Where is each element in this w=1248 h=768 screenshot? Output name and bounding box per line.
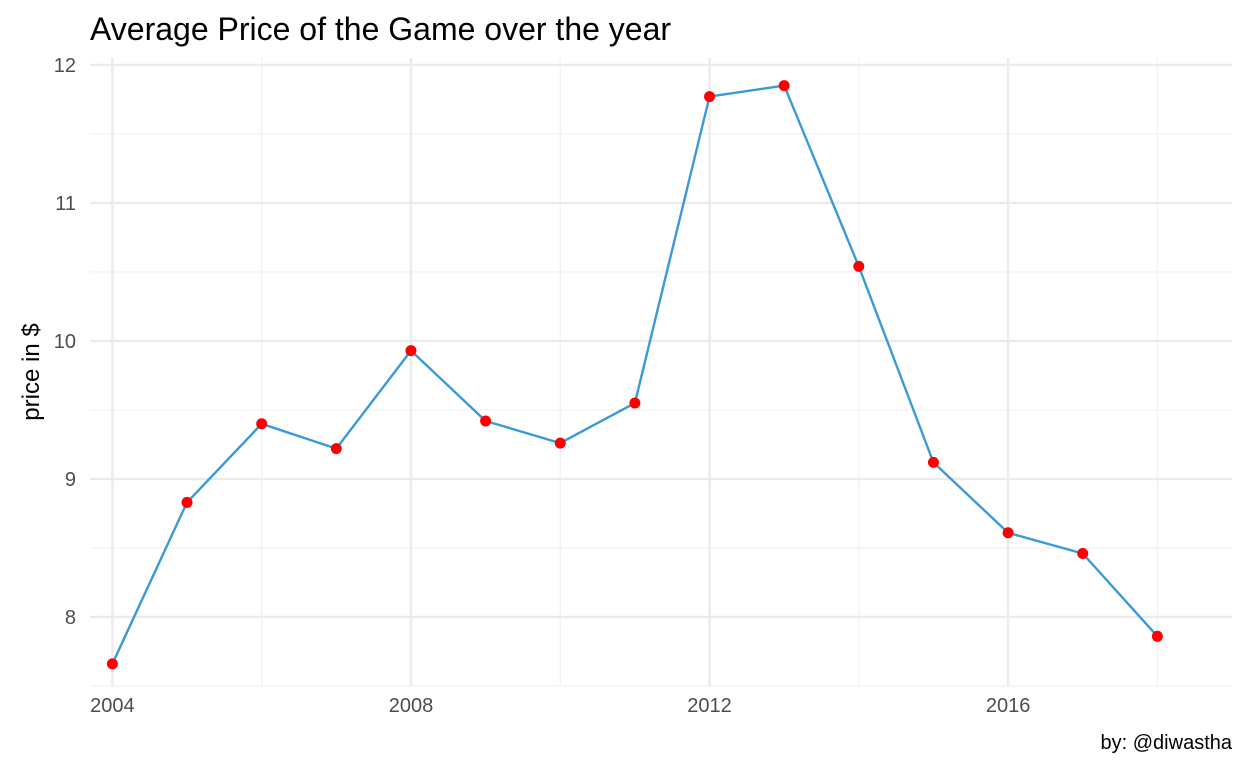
x-tick-label: 2016 <box>986 695 1031 717</box>
y-tick-label: 10 <box>54 331 76 353</box>
series-layer <box>111 84 1159 665</box>
data-point <box>405 345 417 357</box>
x-tick-label: 2004 <box>90 695 135 717</box>
y-tick-label: 9 <box>65 469 76 491</box>
chart-title: Average Price of the Game over the year <box>90 11 671 47</box>
data-point <box>629 397 641 409</box>
data-point <box>1002 527 1014 539</box>
data-point <box>106 658 118 670</box>
data-point <box>1151 630 1163 642</box>
data-point <box>554 437 566 449</box>
chart-caption: by: @diwastha <box>1101 732 1233 754</box>
data-point <box>256 418 268 430</box>
minor-gridlines <box>90 58 1232 687</box>
x-tick-labels: 2004 2008 2012 2016 <box>90 695 1030 717</box>
data-point <box>1077 547 1089 559</box>
y-tick-label: 11 <box>55 193 76 215</box>
y-tick-labels: 8 9 10 11 12 <box>54 55 76 629</box>
data-point <box>480 415 492 427</box>
data-point <box>778 80 790 92</box>
x-tick-label: 2012 <box>687 695 732 717</box>
series-line <box>111 84 1159 665</box>
y-axis-title: price in $ <box>18 323 45 420</box>
major-gridlines <box>90 58 1232 686</box>
y-tick-label: 8 <box>65 607 76 629</box>
data-point <box>181 496 193 508</box>
data-point <box>853 260 865 272</box>
y-tick-label: 12 <box>54 55 76 77</box>
data-point <box>330 443 342 455</box>
points-layer <box>106 80 1163 670</box>
data-point <box>927 456 939 468</box>
data-point <box>704 91 716 103</box>
x-tick-label: 2008 <box>389 695 434 717</box>
